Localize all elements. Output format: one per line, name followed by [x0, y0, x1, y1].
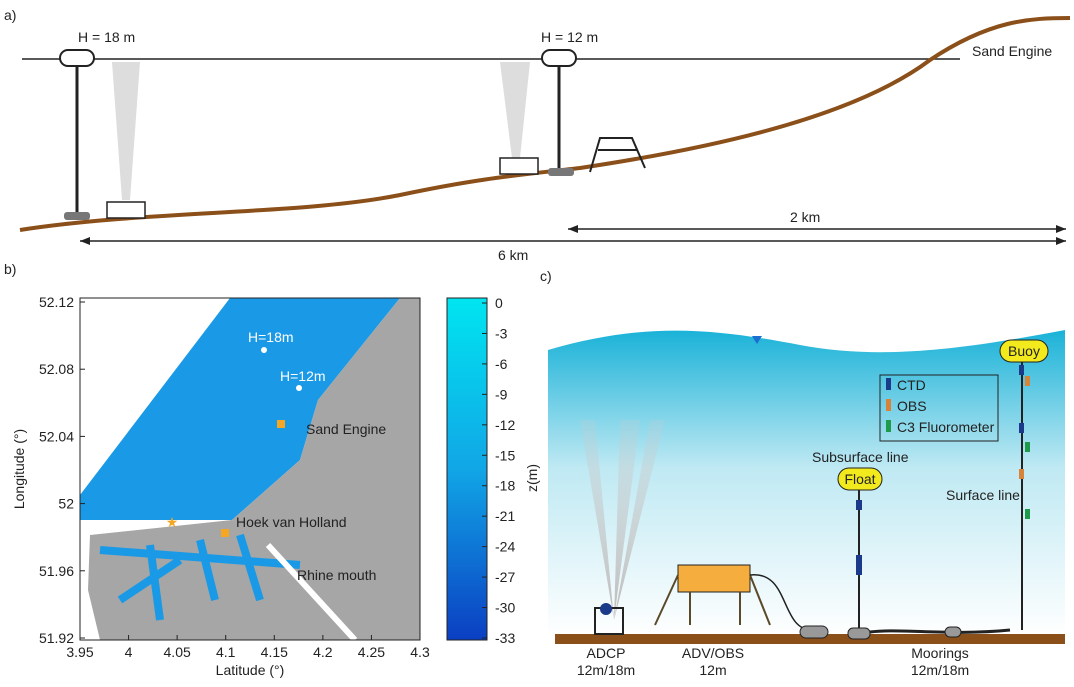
x-tick-label: 4.2 — [313, 644, 333, 660]
panel-label: c) — [540, 268, 552, 284]
colorbar-tick-label: -6 — [495, 356, 508, 372]
depth-label: H = 18 m — [78, 29, 135, 45]
panel-label: a) — [4, 7, 16, 23]
float-label: Float — [844, 471, 875, 487]
instrument-name: ADCP — [587, 645, 626, 661]
depth-label: H = 12 m — [541, 29, 598, 45]
instrument-depth: 12m/18m — [911, 662, 969, 678]
map-label: Sand Engine — [306, 421, 386, 437]
colorbar-tick-label: -12 — [495, 417, 515, 433]
colorbar-tick-label: -30 — [495, 600, 515, 616]
x-tick-label: 4.15 — [261, 644, 288, 660]
x-tick-label: 4.05 — [164, 644, 191, 660]
colorbar-tick-label: -9 — [495, 386, 508, 402]
x-axis-label: Latitude (°) — [216, 662, 285, 678]
colorbar-tick-label: -33 — [495, 630, 515, 646]
panel-b: b) ★ H=18m H=12m Sand Engine Hoek van Ho… — [4, 261, 515, 678]
colorbar-tick-label: -3 — [495, 325, 508, 341]
instrument-depth: 12m — [699, 662, 726, 678]
colorbar-tick-label: -18 — [495, 478, 515, 494]
x-tick-label: 4 — [125, 644, 133, 660]
line-label: Subsurface line — [812, 449, 909, 465]
panel-label: b) — [4, 261, 16, 277]
y-axis-label: z(m) — [524, 464, 540, 492]
y-tick-label: 52.08 — [39, 361, 74, 377]
map-label: Rhine mouth — [297, 567, 376, 583]
distance-label: 2 km — [790, 209, 820, 225]
x-tick-label: 4.25 — [358, 644, 385, 660]
site-label: Sand Engine — [972, 43, 1052, 59]
y-tick-label: 51.96 — [39, 563, 74, 579]
line-label: Surface line — [946, 487, 1020, 503]
instrument-name: ADV/OBS — [682, 645, 744, 661]
y-axis-label: Longitude (°) — [11, 429, 27, 509]
colorbar-tick-label: -15 — [495, 447, 515, 463]
legend-label: OBS — [897, 398, 927, 414]
colorbar-tick-label: -27 — [495, 569, 515, 585]
panel-a: a) H = 18 m H = 12 m Sand Engine 2 km 6 … — [4, 7, 1071, 263]
instrument-name: Moorings — [911, 645, 969, 661]
buoy-label: Buoy — [1008, 343, 1040, 359]
legend-label: C3 Fluorometer — [897, 419, 995, 435]
svg-text:★: ★ — [166, 514, 179, 530]
instrument-depth: 12m/18m — [577, 662, 635, 678]
legend-label: CTD — [897, 377, 926, 393]
map-label: Hoek van Holland — [236, 514, 347, 530]
y-tick-label: 52.04 — [39, 428, 74, 444]
panel-c: c) CTD OBS C3 Fluorometer Buoy Float Sub… — [524, 268, 1065, 678]
y-tick-label: 52 — [58, 496, 74, 512]
colorbar-tick-label: 0 — [495, 295, 503, 311]
map-label: H=18m — [248, 329, 294, 345]
y-tick-label: 51.92 — [39, 630, 74, 646]
x-tick-label: 4.3 — [410, 644, 430, 660]
x-tick-label: 3.95 — [66, 644, 93, 660]
colorbar-tick-label: -21 — [495, 508, 515, 524]
colorbar-tick-label: -24 — [495, 539, 515, 555]
distance-label: 6 km — [498, 247, 528, 263]
map-label: H=12m — [280, 368, 326, 384]
x-tick-label: 4.1 — [216, 644, 236, 660]
y-tick-label: 52.12 — [39, 294, 74, 310]
